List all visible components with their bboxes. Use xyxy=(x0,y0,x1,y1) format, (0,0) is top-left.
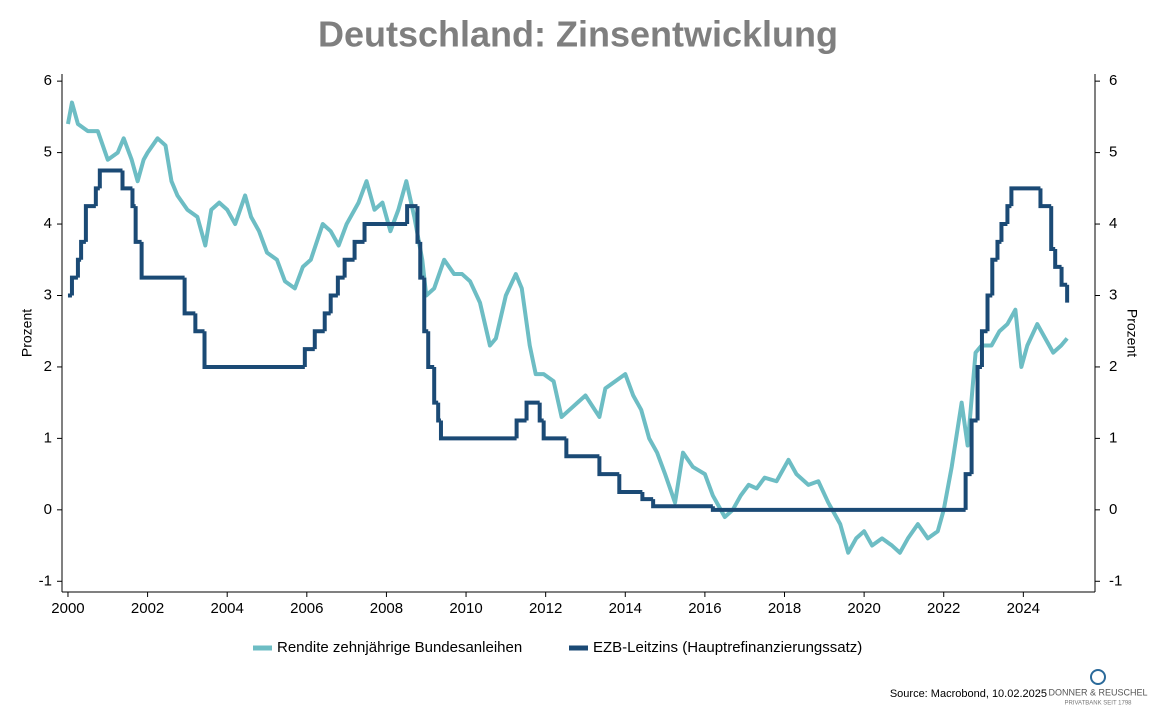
step-segment xyxy=(617,474,643,494)
step-segment xyxy=(651,499,713,509)
logo-text: DONNER & REUSCHEL xyxy=(1048,687,1147,697)
step-segment xyxy=(1005,204,1012,225)
y-axis-label: Prozent xyxy=(19,309,35,357)
x-tick-label: 2008 xyxy=(370,600,403,617)
step-segment xyxy=(75,257,82,278)
step-segment xyxy=(120,170,133,191)
y2-tick-label: 1 xyxy=(1109,429,1117,446)
step-segment xyxy=(193,313,205,334)
step-segment xyxy=(342,257,355,278)
y2-tick-label: 4 xyxy=(1109,215,1117,232)
step-segment xyxy=(432,366,439,405)
step-segment xyxy=(422,277,429,334)
y2-tick-label: 0 xyxy=(1109,501,1117,518)
step-segment xyxy=(362,222,408,242)
step-segment xyxy=(438,420,517,441)
step-segment xyxy=(524,400,540,421)
x-tick-label: 2020 xyxy=(847,600,880,617)
step-segment xyxy=(133,206,142,244)
step-segment xyxy=(312,329,325,350)
x-tick-label: 2006 xyxy=(290,600,323,617)
y2-tick-label: 6 xyxy=(1109,72,1117,89)
logo-tagline: PRIVATBANK SEIT 1798 xyxy=(1064,701,1132,707)
x-tick-label: 2014 xyxy=(609,600,642,617)
x-tick-label: 2010 xyxy=(449,600,482,617)
step-segment xyxy=(322,311,331,332)
y-tick-label: 4 xyxy=(44,215,52,232)
x-tick-label: 2000 xyxy=(51,600,84,617)
step-segment xyxy=(328,293,338,314)
step-segment xyxy=(985,293,993,332)
source-note: Source: Macrobond, 10.02.2025 xyxy=(890,688,1047,700)
step-segment xyxy=(999,222,1008,242)
step-segment xyxy=(83,204,96,242)
step-segment xyxy=(1038,188,1052,209)
step-segment xyxy=(335,275,345,296)
step-segment xyxy=(975,364,982,421)
y-tick-label: 2 xyxy=(44,358,52,375)
step-segment xyxy=(963,472,972,510)
y-tick-label: 6 xyxy=(44,72,52,89)
step-segment xyxy=(415,206,421,244)
step-segment xyxy=(597,456,620,477)
y-tick-label: 1 xyxy=(44,429,52,446)
step-segment xyxy=(79,239,86,260)
step-segment xyxy=(969,418,978,475)
step-segment xyxy=(710,506,966,512)
step-segment xyxy=(139,241,185,280)
y-tick-label: 5 xyxy=(44,144,52,161)
legend-label: EZB-Leitzins (Hauptrefinanzierungssatz) xyxy=(593,639,862,656)
step-segment xyxy=(69,275,78,296)
step-segment xyxy=(1059,266,1068,287)
step-segment xyxy=(202,331,305,369)
x-tick-label: 2024 xyxy=(1007,600,1040,617)
y2-tick-label: 3 xyxy=(1109,286,1117,303)
y-tick-label: 3 xyxy=(44,286,52,303)
x-tick-label: 2016 xyxy=(688,600,721,617)
y2-tick-label: -1 xyxy=(1109,572,1122,589)
step-segment xyxy=(182,277,196,316)
y2-tick-label: 2 xyxy=(1109,358,1117,375)
legend-label: Rendite zehnjährige Bundesanleihen xyxy=(277,639,522,656)
step-segment xyxy=(436,402,441,423)
step-segment xyxy=(130,188,136,209)
y2-tick-label: 5 xyxy=(1109,144,1117,161)
chart-title: Deutschland: Zinsentwicklung xyxy=(318,14,838,55)
step-segment xyxy=(426,331,435,369)
x-tick-label: 2002 xyxy=(131,600,164,617)
step-segment xyxy=(302,347,315,367)
step-segment xyxy=(995,239,1002,260)
y-tick-label: -1 xyxy=(39,572,52,589)
step-segment xyxy=(352,239,365,260)
step-segment xyxy=(1009,186,1041,207)
step-segment xyxy=(514,418,527,439)
step-segment xyxy=(537,402,544,423)
step-segment xyxy=(541,420,567,441)
x-tick-label: 2012 xyxy=(529,600,562,617)
logo-icon xyxy=(1090,669,1106,685)
step-segment xyxy=(564,438,600,459)
step-segment xyxy=(979,329,988,367)
x-tick-label: 2004 xyxy=(211,600,244,617)
step-segment xyxy=(93,186,100,207)
step-segment xyxy=(990,257,998,296)
step-segment xyxy=(1053,249,1062,269)
step-segment xyxy=(97,168,123,189)
step-segment xyxy=(405,204,418,225)
y2-axis-label: Prozent xyxy=(1124,309,1140,357)
y-tick-label: 0 xyxy=(44,501,52,518)
step-segment xyxy=(640,491,654,502)
x-tick-label: 2022 xyxy=(927,600,960,617)
step-segment xyxy=(1049,206,1056,252)
x-tick-label: 2018 xyxy=(768,600,801,617)
line-series xyxy=(66,100,1069,555)
